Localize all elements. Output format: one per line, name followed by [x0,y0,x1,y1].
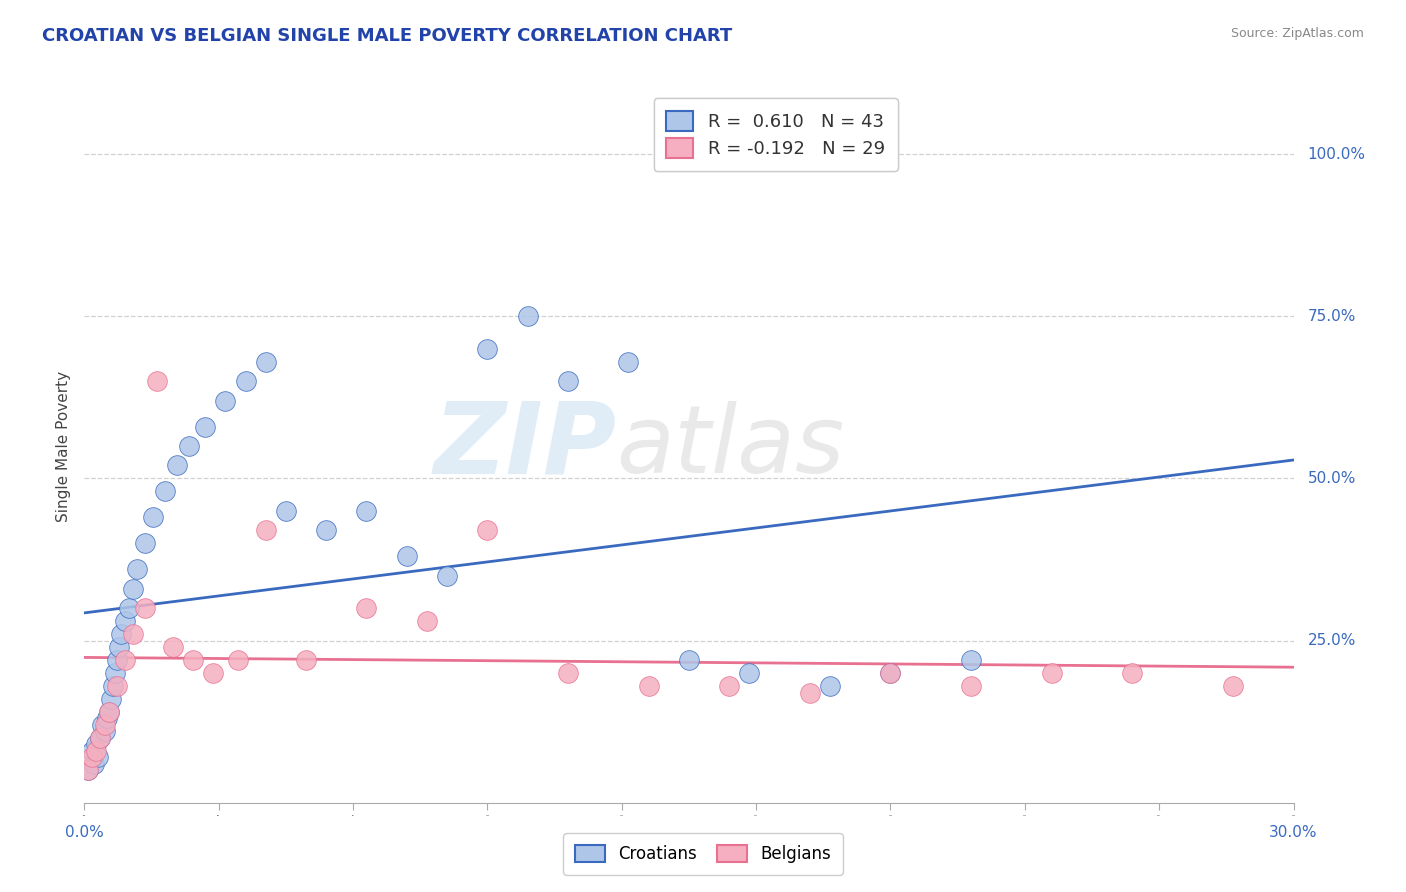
Point [395,549,418,564]
Point [142,510,165,524]
Text: ZIP: ZIP [433,398,616,494]
Point [82,744,104,758]
Point [179,439,201,453]
Point [274,504,297,518]
Point [315,524,337,538]
Point [436,568,458,582]
Text: atlas: atlas [616,401,845,491]
Point [799,685,821,699]
Point [104,666,127,681]
Point [146,374,169,388]
Point [86,744,108,758]
Text: 100.0%: 100.0% [1308,146,1365,161]
Point [89,731,111,745]
Point [153,484,176,499]
Point [214,393,236,408]
Point [166,458,188,473]
Point [477,342,499,356]
Point [86,738,108,752]
Point [121,627,143,641]
Point [637,679,659,693]
Point [960,679,983,693]
Point [134,601,156,615]
Point [738,666,761,681]
Point [97,705,120,719]
Point [114,614,136,628]
Point [1222,679,1244,693]
Point [960,653,983,667]
Point [125,562,148,576]
Point [83,756,105,771]
Text: Source: ZipAtlas.com: Source: ZipAtlas.com [1230,27,1364,40]
Point [107,640,129,654]
Point [1121,666,1143,681]
Point [105,653,128,667]
Text: CROATIAN VS BELGIAN SINGLE MALE POVERTY CORRELATION CHART: CROATIAN VS BELGIAN SINGLE MALE POVERTY … [42,27,733,45]
Point [93,718,115,732]
Point [356,504,378,518]
Point [879,666,901,681]
Point [295,653,318,667]
Point [77,764,100,778]
Point [477,524,499,538]
Legend: Croatians, Belgians: Croatians, Belgians [564,833,842,875]
Point [678,653,700,667]
Point [818,679,841,693]
Point [87,750,110,764]
Point [516,310,538,324]
Text: 75.0%: 75.0% [1308,309,1355,324]
Point [77,764,100,778]
Text: 0.0%: 0.0% [65,825,104,840]
Point [226,653,249,667]
Point [181,653,204,667]
Point [202,666,225,681]
Point [96,711,118,725]
Point [134,536,156,550]
Point [93,724,115,739]
Point [416,614,439,628]
Text: 30.0%: 30.0% [1270,825,1317,840]
Point [114,653,136,667]
Point [194,419,217,434]
Point [254,524,277,538]
Point [162,640,184,654]
Point [97,705,120,719]
Point [235,374,257,388]
Point [617,354,640,368]
Point [121,582,143,596]
Point [105,679,128,693]
Point [82,750,104,764]
Point [718,679,741,693]
Point [557,374,579,388]
Point [91,718,114,732]
Point [557,666,579,681]
Point [254,354,277,368]
Point [89,731,111,745]
Point [1040,666,1063,681]
Y-axis label: Single Male Poverty: Single Male Poverty [56,370,72,522]
Point [110,627,132,641]
Point [356,601,378,615]
Point [879,666,901,681]
Text: 50.0%: 50.0% [1308,471,1355,486]
Legend: R =  0.610   N = 43, R = -0.192   N = 29: R = 0.610 N = 43, R = -0.192 N = 29 [654,98,897,170]
Point [101,679,124,693]
Text: 25.0%: 25.0% [1308,633,1355,648]
Point [118,601,141,615]
Point [100,692,122,706]
